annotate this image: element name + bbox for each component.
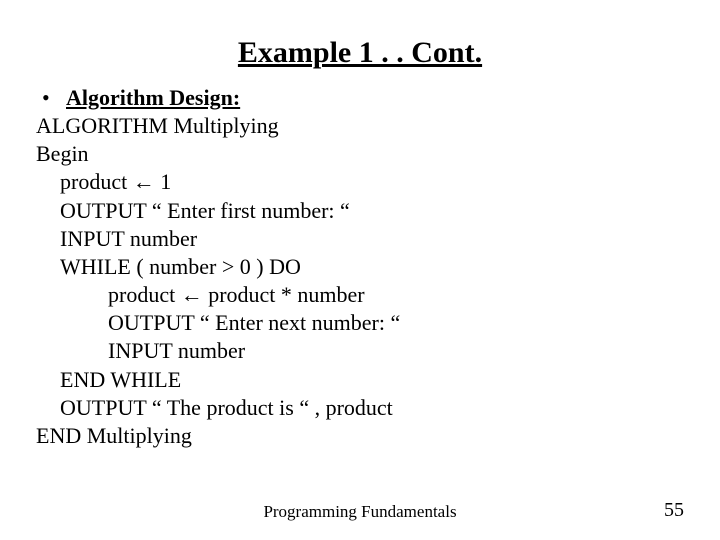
slide-body: • Algorithm Design: ALGORITHM Multiplyin… [36, 84, 684, 450]
slide: Example 1 . . Cont. • Algorithm Design: … [0, 0, 720, 540]
bullet-label: Algorithm Design: [66, 84, 240, 112]
algo-line: INPUT number [36, 225, 684, 253]
slide-title: Example 1 . . Cont. [36, 36, 684, 70]
footer-center: Programming Fundamentals [0, 502, 720, 522]
algo-line: OUTPUT “ Enter first number: “ [36, 197, 684, 225]
page-number: 55 [664, 499, 684, 522]
algo-line: OUTPUT “ The product is “ , product [36, 394, 684, 422]
algo-line: END WHILE [36, 366, 684, 394]
algo-line: END Multiplying [36, 422, 684, 450]
bullet-item: • Algorithm Design: [36, 84, 684, 112]
algo-line: Begin [36, 140, 684, 168]
algo-line: product ← 1 [36, 168, 684, 196]
algo-line: ALGORITHM Multiplying [36, 112, 684, 140]
algo-line: product ← product * number [36, 281, 684, 309]
algo-line: WHILE ( number > 0 ) DO [36, 253, 684, 281]
algo-line: INPUT number [36, 337, 684, 365]
algo-line: OUTPUT “ Enter next number: “ [36, 309, 684, 337]
bullet-marker-icon: • [36, 84, 66, 112]
